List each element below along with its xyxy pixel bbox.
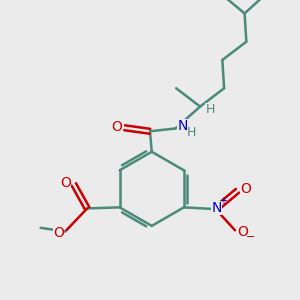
Text: O: O bbox=[240, 182, 251, 197]
Text: H: H bbox=[187, 126, 196, 139]
Text: O: O bbox=[61, 176, 71, 190]
Text: O: O bbox=[111, 120, 122, 134]
Text: +: + bbox=[219, 196, 227, 206]
Text: N: N bbox=[212, 201, 222, 215]
Text: N: N bbox=[177, 119, 188, 134]
Text: H: H bbox=[205, 103, 215, 116]
Text: O: O bbox=[237, 225, 248, 239]
Text: −: − bbox=[246, 232, 255, 242]
Text: O: O bbox=[53, 226, 64, 240]
